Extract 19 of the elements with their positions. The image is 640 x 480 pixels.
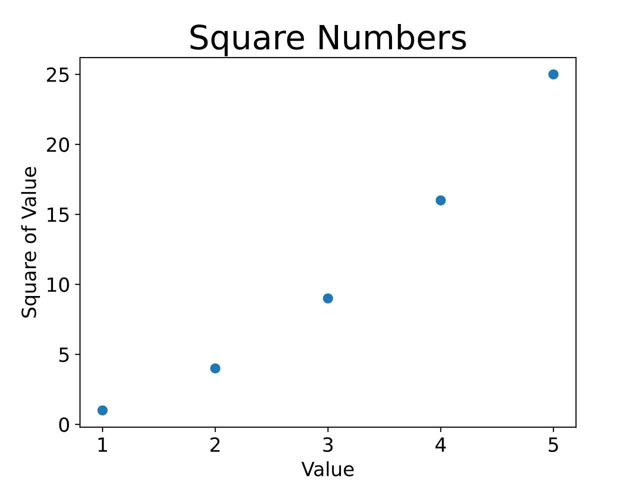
x-tick-label: 4 [435, 438, 446, 452]
point [210, 363, 220, 374]
point [322, 293, 334, 304]
y-axis-title: Square of Value [21, 166, 40, 318]
y-tick-label: 25 [46, 67, 69, 82]
x-axis-title: Value [301, 461, 354, 476]
y-tick-label: 0 [59, 417, 69, 432]
x-tick-label: 1 [98, 438, 107, 452]
x-tick-label: 2 [210, 437, 220, 452]
point [548, 69, 559, 80]
y-tick-label: 5 [59, 348, 69, 362]
point [436, 195, 446, 206]
y-tick-label: 20 [46, 137, 69, 152]
x-tick-label: 5 [548, 438, 558, 452]
point [97, 405, 108, 416]
x-tick-label: 3 [323, 437, 333, 452]
chart-title: Square Numbers [190, 24, 466, 56]
y-tick-label: 10 [48, 277, 69, 292]
y-tick-label: 15 [48, 208, 69, 222]
